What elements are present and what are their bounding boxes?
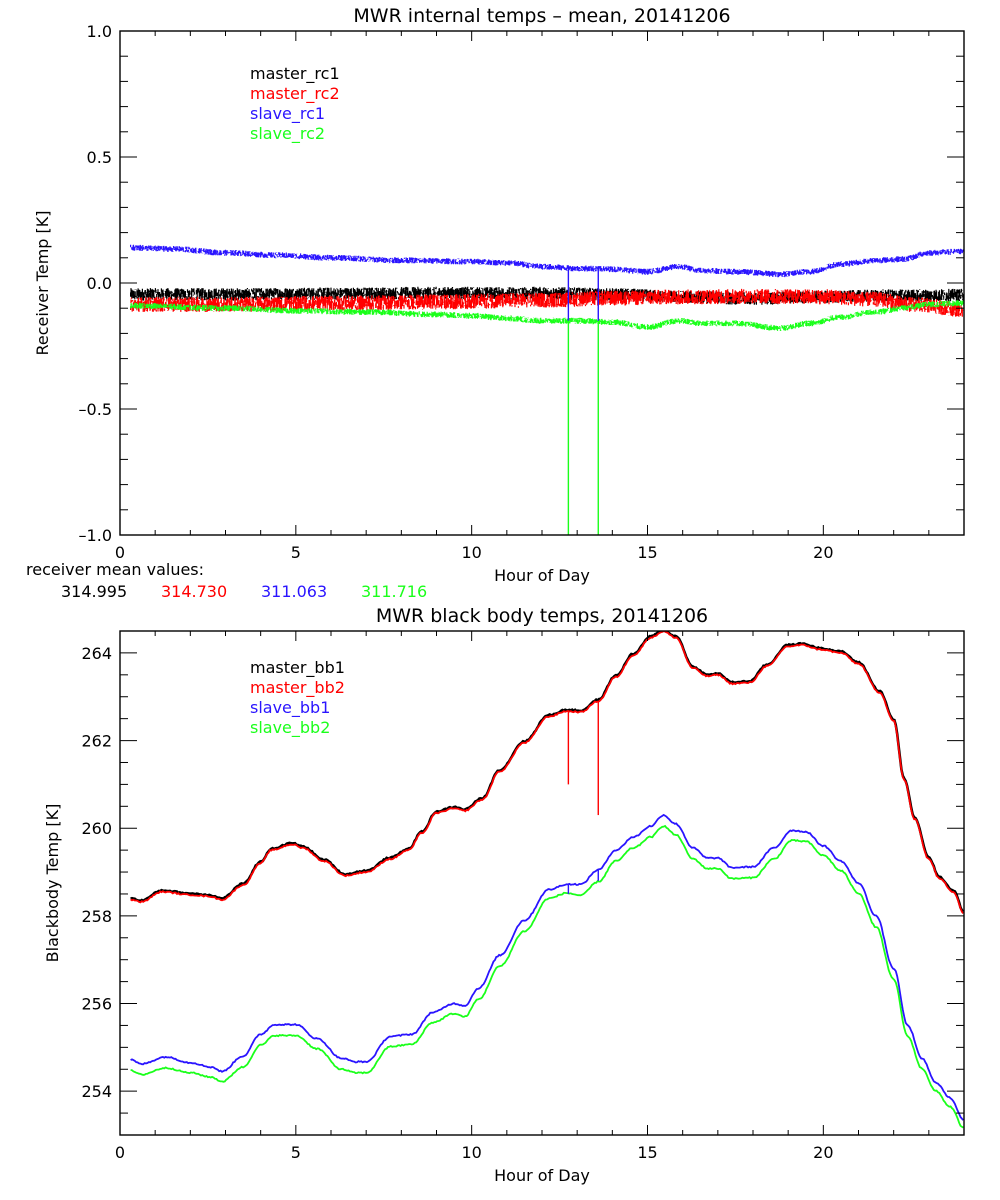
- y-tick-label: 1.0: [87, 22, 112, 41]
- plot-area: [130, 244, 964, 535]
- series-band: [130, 300, 964, 331]
- receiver-means-label: receiver mean values:: [26, 560, 204, 579]
- series-slave_bb1: [130, 813, 964, 1121]
- plot-area: [130, 631, 964, 1129]
- chart-title: MWR black body temps, 20141206: [376, 605, 708, 627]
- legend-item-slave_bb2: slave_bb2: [250, 718, 330, 738]
- x-tick-label: 5: [291, 543, 301, 562]
- axes: 0 5 10 15 20 254 256 258 260 262 264: [81, 630, 965, 1162]
- legend-item-master_bb1: master_bb1: [250, 658, 345, 678]
- y-tick-label: 258: [81, 907, 112, 926]
- receiver-mean-slave-rc2: 311.716: [361, 582, 427, 601]
- x-tick-label: 0: [115, 543, 125, 562]
- receiver-mean-slave-rc1: 311.063: [261, 582, 327, 601]
- y-tick-label: 256: [81, 995, 112, 1014]
- series-line: [130, 631, 964, 914]
- x-tick-label: 15: [637, 543, 657, 562]
- receiver-mean-master-rc2: 314.730: [161, 582, 227, 601]
- legend-item-slave_rc2: slave_rc2: [250, 124, 325, 144]
- series-band: [130, 244, 964, 278]
- y-tick-label: –1.0: [79, 526, 112, 545]
- receiver-temps-chart: MWR internal temps – mean, 20141206 0 5 10…: [33, 5, 965, 585]
- x-tick-label: 5: [291, 1143, 301, 1162]
- y-tick-label: 260: [81, 819, 112, 838]
- series-line: [130, 824, 964, 1129]
- x-axis-label: Hour of Day: [494, 1166, 590, 1185]
- series-slave_rc2: [130, 300, 964, 331]
- x-tick-label: 10: [461, 1143, 481, 1162]
- y-tick-label: 0.5: [87, 148, 112, 167]
- y-tick-label: –0.5: [79, 400, 112, 419]
- x-tick-label: 10: [461, 543, 481, 562]
- legend-item-master_rc2: master_rc2: [250, 84, 340, 104]
- y-axis-label: Receiver Temp [K]: [33, 210, 52, 355]
- series-slave_rc1: [130, 244, 964, 278]
- series-line: [130, 813, 964, 1121]
- legend-item-slave_rc1: slave_rc1: [250, 104, 325, 124]
- receiver-means: receiver mean values: 314.995 314.730 31…: [26, 560, 427, 601]
- x-axis-label: Hour of Day: [494, 566, 590, 585]
- series-master_bb2: [130, 631, 964, 914]
- x-tick-label: 0: [115, 1143, 125, 1162]
- legend-item-master_bb2: master_bb2: [250, 678, 345, 698]
- x-tick-label: 15: [637, 1143, 657, 1162]
- y-tick-label: 0.0: [87, 274, 112, 293]
- y-tick-label: 262: [81, 732, 112, 751]
- y-tick-label: 264: [81, 644, 112, 663]
- x-tick-label: 20: [813, 543, 833, 562]
- y-tick-label: 254: [81, 1082, 112, 1101]
- x-tick-label: 20: [813, 1143, 833, 1162]
- axes: 0 5 10 15 20 –1.0 –0.5 0.0 0.5 1.0: [79, 22, 965, 562]
- series-slave_bb2: [130, 824, 964, 1129]
- plot-frame: [119, 30, 965, 536]
- receiver-mean-master-rc1: 314.995: [61, 582, 127, 601]
- blackbody-temps-chart: MWR black body temps, 20141206 0 5 10 15 20 2…: [43, 605, 965, 1185]
- legend-item-master_rc1: master_rc1: [250, 64, 340, 84]
- y-axis-label: Blackbody Temp [K]: [43, 804, 62, 963]
- legend-item-slave_bb1: slave_bb1: [250, 698, 330, 718]
- chart-title: MWR internal temps – mean, 20141206: [353, 5, 730, 27]
